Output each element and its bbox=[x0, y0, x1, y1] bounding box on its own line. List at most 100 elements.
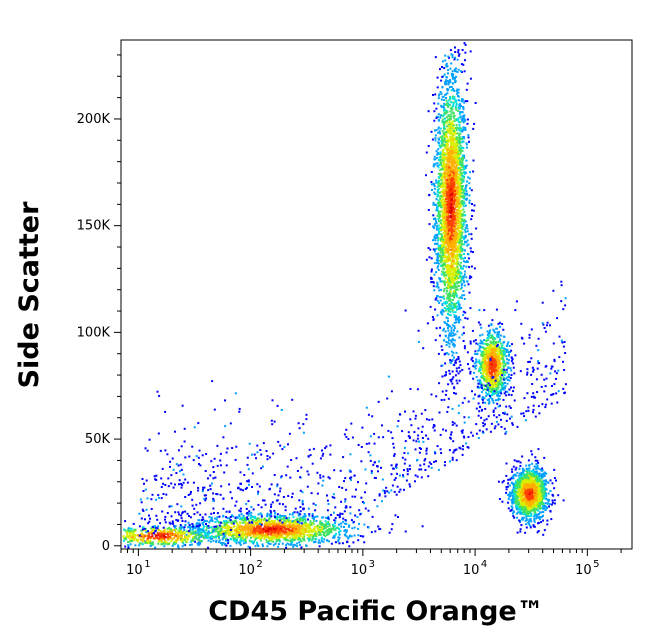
data-point bbox=[481, 361, 483, 364]
data-point bbox=[458, 113, 461, 116]
data-point bbox=[452, 127, 455, 129]
data-point bbox=[460, 200, 463, 202]
data-point bbox=[455, 281, 458, 284]
data-point bbox=[452, 155, 455, 157]
data-point bbox=[449, 151, 452, 154]
data-point bbox=[478, 347, 481, 350]
data-point bbox=[519, 528, 522, 531]
data-point bbox=[513, 482, 516, 485]
data-point bbox=[443, 137, 446, 140]
data-point bbox=[438, 191, 441, 194]
data-point bbox=[539, 468, 542, 471]
data-point bbox=[445, 247, 448, 250]
data-point bbox=[479, 379, 481, 382]
data-point bbox=[437, 210, 440, 213]
data-point bbox=[456, 233, 459, 236]
data-point bbox=[466, 122, 469, 125]
data-point bbox=[444, 309, 447, 312]
data-point bbox=[443, 126, 445, 129]
data-point bbox=[444, 252, 446, 255]
data-point bbox=[453, 195, 455, 198]
data-point bbox=[455, 367, 458, 370]
data-point bbox=[454, 179, 457, 182]
data-point bbox=[462, 310, 465, 313]
data-point bbox=[448, 189, 451, 192]
data-point bbox=[448, 239, 451, 242]
data-point bbox=[454, 374, 457, 377]
data-point bbox=[442, 252, 445, 255]
data-point bbox=[446, 241, 449, 244]
data-point bbox=[450, 350, 453, 353]
data-point bbox=[467, 363, 469, 366]
data-point bbox=[500, 386, 503, 389]
data-point bbox=[453, 147, 456, 150]
data-point bbox=[539, 518, 542, 521]
data-point bbox=[516, 516, 519, 519]
data-point bbox=[461, 111, 464, 113]
data-point bbox=[494, 371, 497, 374]
data-point bbox=[459, 121, 462, 124]
data-point bbox=[498, 347, 501, 350]
data-point bbox=[441, 60, 444, 63]
data-point bbox=[451, 156, 454, 159]
data-point bbox=[438, 301, 441, 304]
data-point bbox=[451, 249, 454, 251]
data-point bbox=[440, 206, 443, 209]
data-point bbox=[457, 95, 460, 98]
data-point bbox=[447, 243, 450, 246]
data-point bbox=[520, 524, 523, 526]
data-point bbox=[478, 349, 481, 352]
data-point bbox=[472, 127, 475, 130]
data-point bbox=[454, 311, 457, 314]
data-point bbox=[532, 485, 535, 487]
data-point bbox=[485, 377, 488, 380]
data-point bbox=[458, 233, 460, 236]
data-point bbox=[442, 329, 445, 332]
data-point bbox=[443, 120, 446, 123]
data-point bbox=[450, 181, 452, 184]
data-point bbox=[499, 383, 502, 386]
data-point bbox=[522, 516, 525, 519]
data-point bbox=[447, 72, 449, 75]
data-point bbox=[549, 490, 552, 492]
data-point bbox=[501, 344, 504, 347]
data-point bbox=[455, 129, 458, 132]
data-point bbox=[529, 484, 532, 487]
data-point bbox=[444, 178, 447, 181]
data-point bbox=[459, 213, 462, 216]
data-point bbox=[459, 250, 461, 253]
data-point bbox=[524, 513, 527, 516]
data-point bbox=[452, 342, 455, 345]
data-point bbox=[453, 325, 456, 328]
data-point bbox=[447, 299, 450, 302]
data-point bbox=[443, 271, 446, 274]
data-point bbox=[539, 485, 542, 488]
data-point bbox=[448, 199, 451, 202]
data-point bbox=[453, 267, 456, 270]
data-point bbox=[459, 265, 462, 268]
data-point bbox=[466, 244, 469, 247]
data-point bbox=[443, 233, 446, 236]
data-point bbox=[456, 382, 459, 385]
data-point bbox=[446, 194, 449, 197]
data-point bbox=[435, 181, 438, 184]
data-point bbox=[457, 356, 460, 358]
data-point bbox=[509, 377, 512, 379]
data-point bbox=[533, 496, 536, 499]
data-point bbox=[439, 174, 442, 177]
data-point bbox=[448, 121, 451, 124]
data-point bbox=[470, 189, 473, 192]
data-point bbox=[463, 345, 466, 348]
data-point bbox=[456, 141, 459, 144]
data-point bbox=[454, 165, 456, 168]
data-point bbox=[438, 232, 440, 235]
data-point bbox=[531, 476, 534, 479]
data-point bbox=[461, 130, 464, 133]
data-point bbox=[520, 502, 522, 505]
data-point bbox=[499, 372, 502, 375]
data-point bbox=[458, 211, 461, 214]
data-point bbox=[495, 341, 497, 344]
data-point bbox=[445, 225, 448, 228]
data-point bbox=[450, 330, 453, 333]
data-point bbox=[526, 468, 529, 471]
